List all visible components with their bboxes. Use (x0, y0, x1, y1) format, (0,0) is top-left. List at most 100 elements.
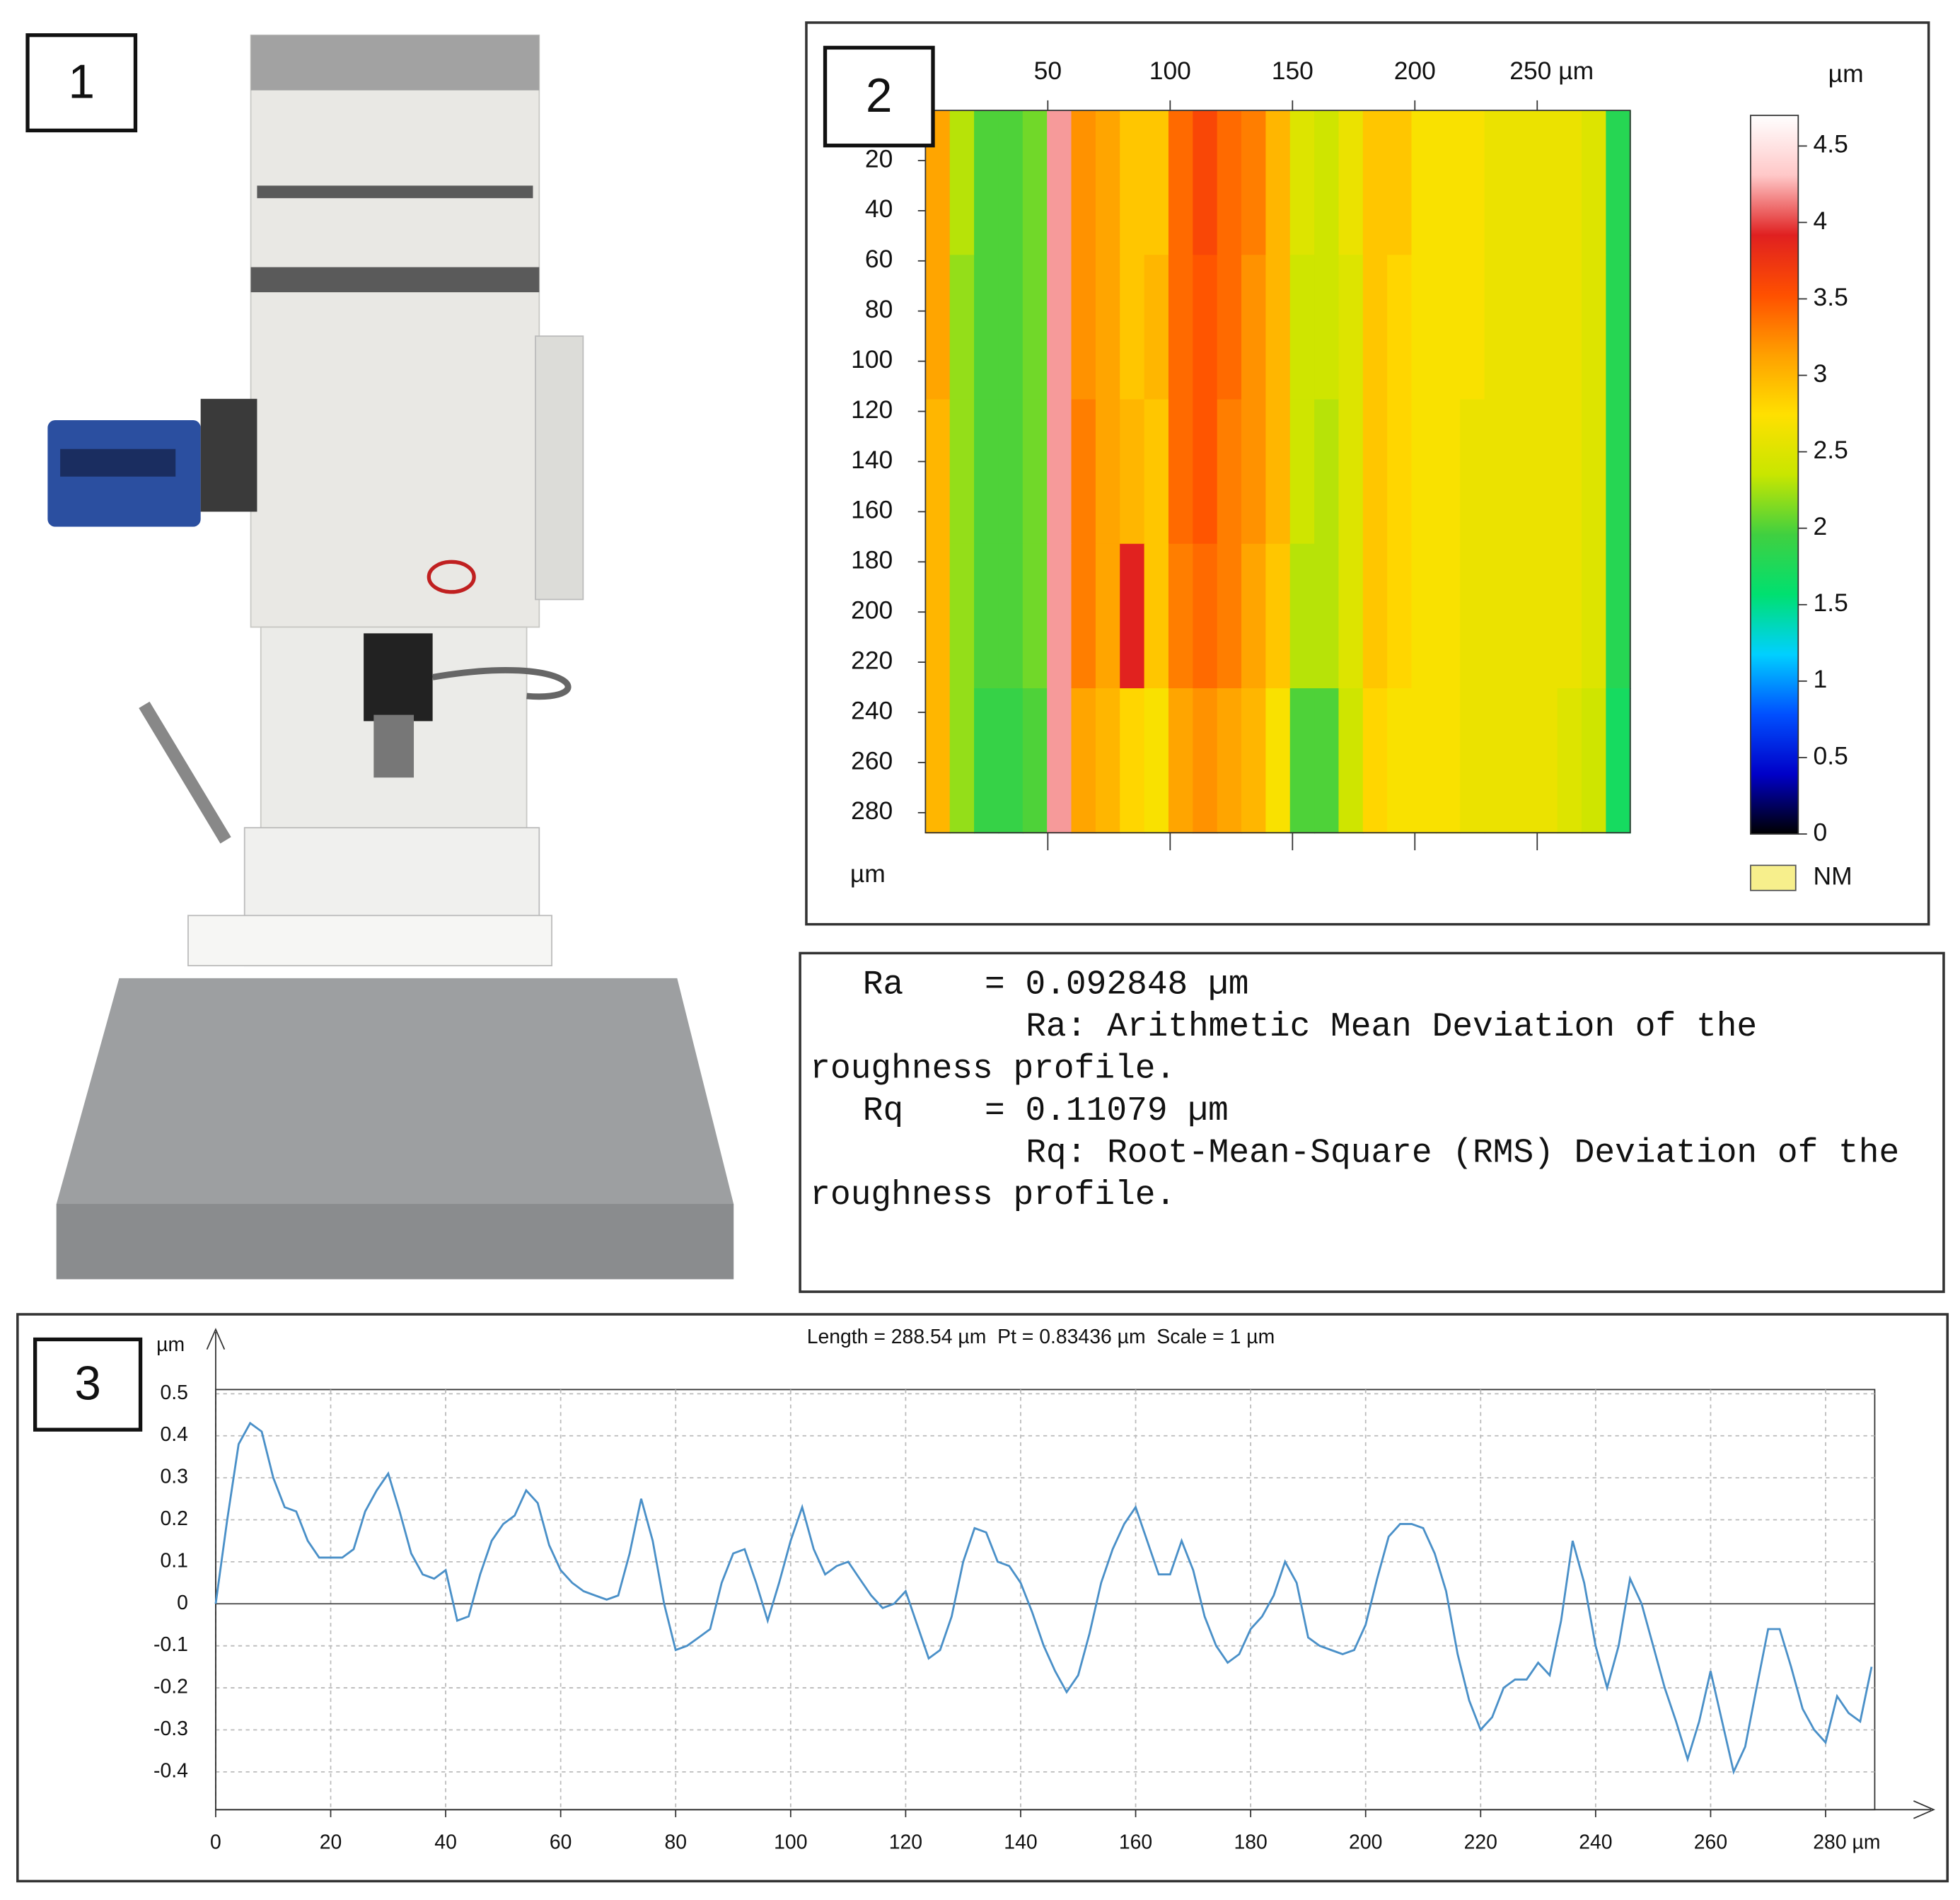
panel-label: 2 (866, 69, 892, 122)
y-tick-label: -0.2 (153, 1676, 188, 1698)
heatmap-cell (1265, 399, 1291, 545)
x-tick-label: 280 µm (1813, 1831, 1880, 1854)
heatmap-cell (1193, 255, 1218, 400)
heatmap-cell (1362, 110, 1388, 256)
heatmap-cell (998, 688, 1024, 834)
heatmap-cell (998, 255, 1024, 400)
roughness-line: roughness profile. (810, 1050, 1176, 1089)
heatmap-cell (1435, 688, 1461, 834)
heatmap-cell (1435, 110, 1461, 256)
base-edge (56, 1204, 734, 1280)
heatmap-cell (1582, 688, 1607, 834)
heatmap-cell (925, 255, 951, 400)
heatmap-cell (1241, 543, 1267, 690)
heatmap-cell (1387, 399, 1413, 545)
heatmap-cell (1606, 543, 1631, 690)
heatmap-cell (1217, 110, 1243, 256)
profile-line (214, 1421, 1873, 1776)
text-frame (799, 951, 1945, 1293)
heatmap-cell (1533, 543, 1558, 690)
heatmap-cell (1168, 110, 1194, 256)
band (250, 267, 540, 293)
heatmap-cell (1508, 110, 1534, 256)
axis-unit: µm (850, 859, 886, 888)
heatmap-cell (1411, 543, 1437, 690)
heatmap-cell (1022, 255, 1048, 400)
heatmap-cell (1144, 399, 1170, 545)
heatmap-cell (998, 543, 1024, 690)
heatmap-cell (1289, 255, 1316, 400)
x-tick-label: 180 (1234, 1831, 1267, 1854)
heatmap-cell (1533, 399, 1558, 545)
colorbar-tick-label: 3.5 (1814, 283, 1848, 311)
colorbar-tick-label: 1 (1814, 665, 1828, 693)
x-tick-label: 220 (1464, 1831, 1497, 1854)
x-tick-label: 250 µm (1509, 57, 1594, 85)
heatmap-cell (1071, 110, 1096, 256)
objective-housing (364, 633, 433, 722)
heatmap-cell (1047, 399, 1072, 545)
panel-label: 3 (74, 1357, 100, 1410)
x-tick-label: 140 (1004, 1831, 1037, 1854)
heatmap-cell (1241, 110, 1267, 256)
heatmap-cell (974, 688, 999, 834)
heatmap-cell (1508, 688, 1534, 834)
chart-title: Length = 288.54 µm Pt = 0.83436 µm Scale… (807, 1326, 1275, 1348)
heatmap-cell (1193, 399, 1218, 545)
heatmap-cell (1606, 110, 1631, 256)
x-tick-label: 0 (210, 1831, 221, 1854)
y-tick-label: 0.2 (160, 1507, 187, 1530)
heatmap-cell (1362, 543, 1388, 690)
heatmap-cell (949, 399, 975, 545)
heatmap-cell (1144, 688, 1170, 834)
y-tick-label: -0.3 (153, 1717, 188, 1740)
y-tick-label: 0.4 (160, 1423, 187, 1446)
heatmap-cell (1508, 255, 1534, 400)
heatmap-cell (1314, 255, 1340, 400)
heatmap-cell (1120, 255, 1145, 400)
heatmap-cell (1071, 543, 1096, 690)
heatmap-cell (1144, 255, 1170, 400)
heatmap-cell (1338, 255, 1364, 400)
heatmap-cell (1120, 688, 1145, 834)
column-body (250, 34, 540, 628)
heatmap-cell (1387, 110, 1413, 256)
y-tick-label: 180 (851, 546, 893, 574)
heatmap-cell (1217, 543, 1243, 690)
y-unit: µm (156, 1333, 185, 1356)
x-tick-label: 120 (889, 1831, 922, 1854)
colorbar-unit: µm (1828, 59, 1864, 88)
cable (431, 666, 572, 700)
heatmap-cell (1338, 688, 1364, 834)
heatmap-cell (1289, 688, 1316, 834)
colorbar-tick-label: 0.5 (1814, 741, 1848, 770)
colorbar-tick-label: 4.5 (1814, 130, 1848, 158)
plot-border (924, 110, 1631, 834)
heatmap-cell (1606, 688, 1631, 834)
heatmap-cell (1362, 255, 1388, 400)
roughness-line: Ra: Arithmetic Mean Deviation of the (1026, 1008, 1757, 1046)
heatmap-cell (1241, 399, 1267, 545)
y-tick-label: 280 (851, 797, 893, 825)
heatmap-cell (1411, 255, 1437, 400)
heatmap-cell (925, 399, 951, 545)
heatmap-cell (1557, 399, 1583, 545)
y-tick-label: 220 (851, 646, 893, 674)
roughness-line: roughness profile. (810, 1176, 1176, 1215)
x-tick-label: 260 (1694, 1831, 1727, 1854)
heatmap-cell (1265, 688, 1291, 834)
heatmap-cell (1071, 399, 1096, 545)
y-tick-label: 60 (865, 245, 893, 273)
y-tick-label: 0.1 (160, 1549, 187, 1572)
heatmap-cell (1314, 399, 1340, 545)
colorbar-tick-label: 4 (1814, 207, 1828, 235)
panel-frame (16, 1313, 1949, 1883)
colorbar (1750, 115, 1799, 835)
heatmap-cell (1241, 255, 1267, 400)
heatmap-cell (1362, 399, 1388, 545)
y-tick-label: 0 (177, 1592, 188, 1614)
heatmap-cell (974, 255, 999, 400)
roughness-line: Rq = 0.11079 µm (863, 1092, 1229, 1130)
y-tick-label: 0.3 (160, 1466, 187, 1488)
